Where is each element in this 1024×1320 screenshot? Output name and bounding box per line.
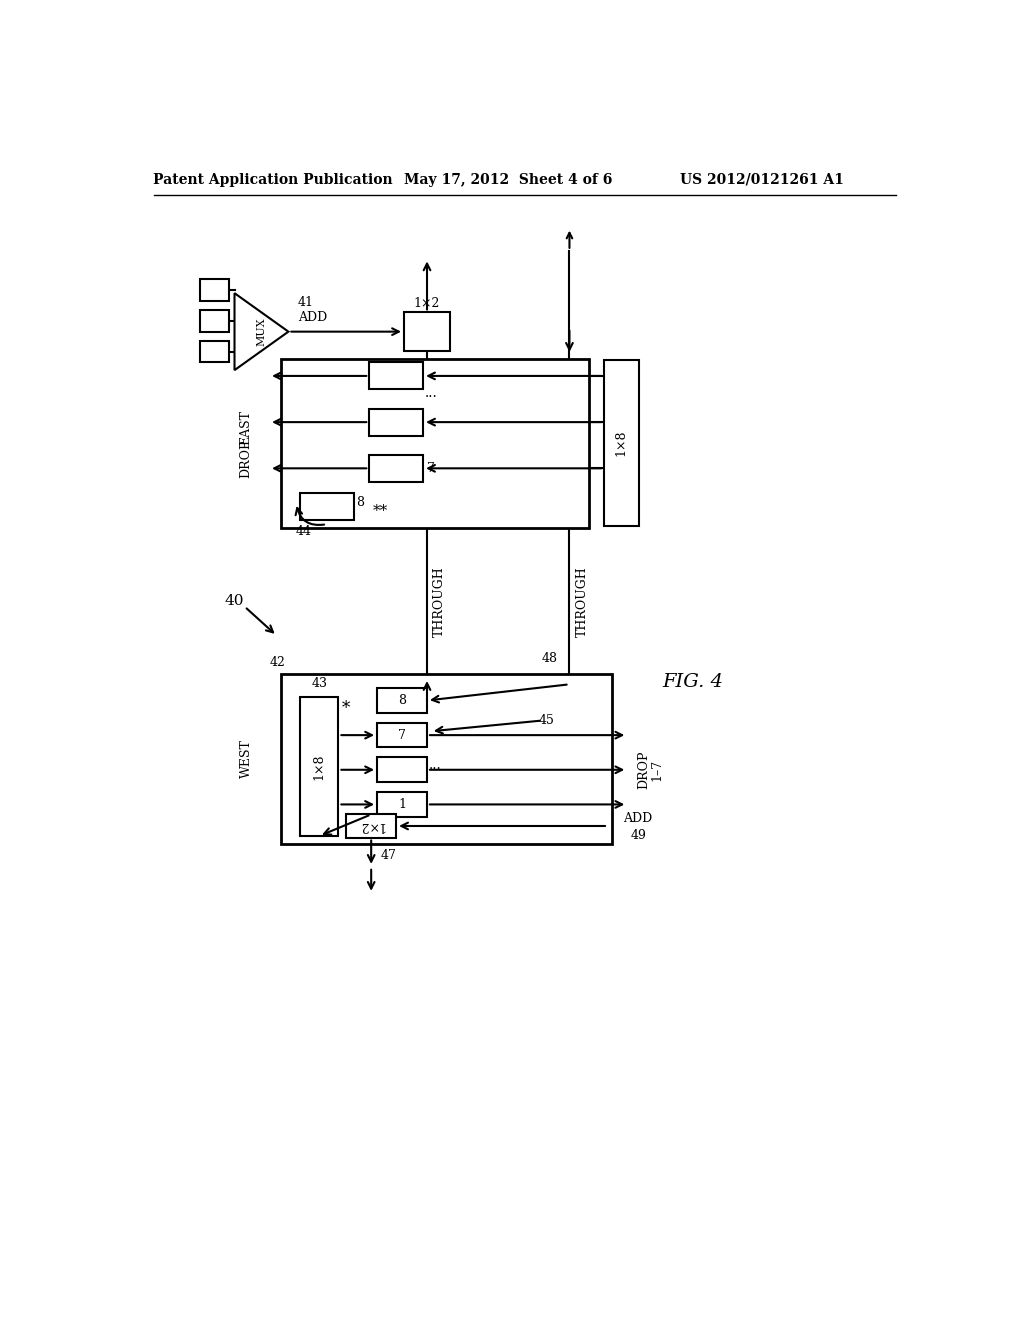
Text: 7: 7 xyxy=(427,462,435,475)
Text: 42: 42 xyxy=(269,656,285,669)
Text: *: * xyxy=(342,701,350,718)
Bar xyxy=(377,688,427,713)
Text: 49: 49 xyxy=(631,829,647,842)
Text: 1×2: 1×2 xyxy=(414,297,440,310)
Bar xyxy=(346,814,396,838)
Text: May 17, 2012  Sheet 4 of 6: May 17, 2012 Sheet 4 of 6 xyxy=(403,173,612,187)
Bar xyxy=(281,359,589,528)
Text: 41: 41 xyxy=(298,296,313,309)
Text: ADD: ADD xyxy=(624,812,652,825)
Bar xyxy=(200,280,229,301)
Text: 40: 40 xyxy=(224,594,245,609)
Text: 1: 1 xyxy=(398,797,406,810)
Text: ADD: ADD xyxy=(298,312,327,325)
Text: Patent Application Publication: Patent Application Publication xyxy=(154,173,393,187)
Bar xyxy=(370,455,423,482)
Bar xyxy=(300,697,339,836)
Text: 48: 48 xyxy=(542,652,558,665)
Text: 1×2: 1×2 xyxy=(358,820,384,833)
Text: 43: 43 xyxy=(311,677,328,690)
Bar xyxy=(403,313,451,351)
Text: **: ** xyxy=(373,504,388,517)
Text: 7: 7 xyxy=(398,729,406,742)
Text: 44: 44 xyxy=(296,525,312,539)
Bar xyxy=(370,409,423,436)
Bar xyxy=(604,360,639,525)
Text: 47: 47 xyxy=(381,849,396,862)
Text: WEST: WEST xyxy=(240,739,253,779)
Text: 8: 8 xyxy=(398,694,406,708)
Polygon shape xyxy=(234,293,289,370)
Bar xyxy=(377,792,427,817)
Text: THROUGH: THROUGH xyxy=(433,566,446,636)
Text: DROP: DROP xyxy=(240,440,253,478)
Bar xyxy=(200,341,229,363)
Text: FIG. 4: FIG. 4 xyxy=(663,673,723,690)
Text: US 2012/0121261 A1: US 2012/0121261 A1 xyxy=(680,173,844,187)
Bar xyxy=(377,758,427,781)
Text: 1×8: 1×8 xyxy=(615,430,628,457)
Text: DROP: DROP xyxy=(638,751,650,789)
Bar xyxy=(377,723,427,747)
Text: MUX: MUX xyxy=(256,317,266,346)
Text: 1×8: 1×8 xyxy=(312,754,326,780)
Bar xyxy=(281,675,611,843)
Bar xyxy=(300,494,354,520)
Text: ...: ... xyxy=(425,385,437,400)
Text: 45: 45 xyxy=(539,714,555,727)
Bar xyxy=(370,363,423,389)
Text: 1–7: 1–7 xyxy=(650,759,663,781)
Bar xyxy=(200,310,229,331)
Text: ...: ... xyxy=(428,758,441,772)
Text: EAST: EAST xyxy=(240,411,253,445)
Text: THROUGH: THROUGH xyxy=(575,566,589,636)
Text: 8: 8 xyxy=(356,496,364,510)
